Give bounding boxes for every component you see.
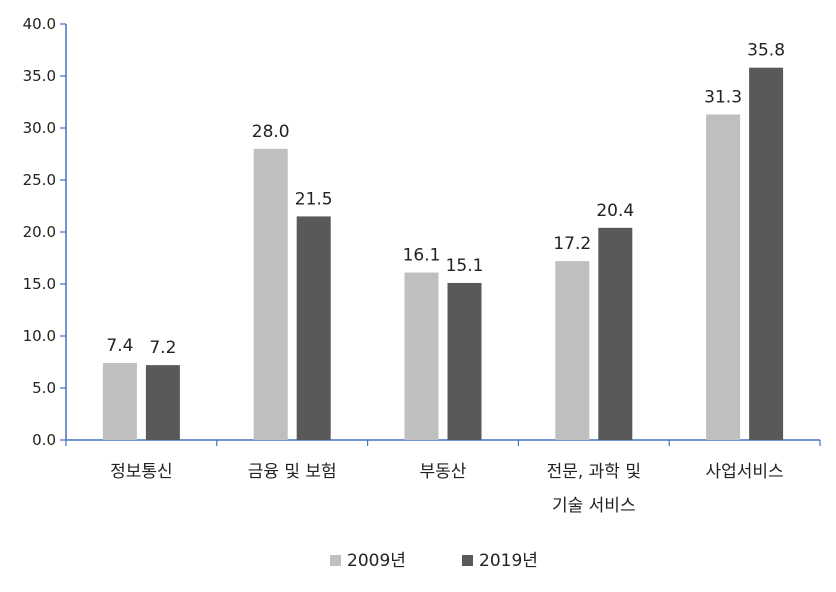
- bar: [706, 114, 741, 440]
- y-tick-label: 25.0: [23, 171, 56, 189]
- x-tick-label: 전문, 과학 및 기술 서비스: [547, 462, 641, 516]
- data-labels: 7.4 7.2 28.0 21.5 16.115.1 17.220.4 31.3 35.8: [106, 41, 785, 358]
- bar: [102, 363, 137, 440]
- data-label: 21.5: [295, 189, 333, 209]
- x-tick-label: 정보통신: [110, 462, 173, 482]
- y-tick-label: 0.0: [32, 431, 56, 449]
- bars: [102, 67, 784, 441]
- legend: 2009년 2019년: [330, 551, 538, 571]
- data-label: 7.2: [149, 338, 176, 358]
- y-tick-label: 15.0: [23, 275, 56, 293]
- bar: [555, 261, 590, 440]
- legend-label: 2019년: [479, 551, 538, 571]
- axes: 0.0 5.0 10.0 15.0 20.0 25.0 30.0 35.0 40.0 정보통신 금융…: [23, 15, 821, 516]
- data-label: 20.4: [596, 201, 634, 221]
- data-label: 15.1: [446, 256, 484, 276]
- legend-swatch: [330, 555, 341, 566]
- bar: [253, 148, 288, 441]
- bar: [404, 272, 439, 440]
- y-tick-label: 5.0: [32, 379, 56, 397]
- data-label: 35.8: [747, 41, 785, 61]
- legend-label: 2009년: [347, 551, 406, 571]
- data-label: 31.3: [704, 87, 742, 107]
- data-label: 16.1: [403, 246, 441, 266]
- data-label: 17.2: [553, 234, 591, 254]
- y-tick-label: 20.0: [23, 223, 56, 241]
- bar: [447, 282, 482, 440]
- y-tick-label: 40.0: [23, 15, 56, 33]
- legend-swatch: [462, 555, 473, 566]
- x-tick-label: 부동산: [420, 462, 467, 482]
- y-tick-label: 30.0: [23, 119, 56, 137]
- data-label: 7.4: [106, 336, 133, 356]
- x-tick-label: 금융 및 보험: [248, 462, 337, 482]
- y-tick-label: 35.0: [23, 67, 56, 85]
- data-label: 28.0: [252, 122, 290, 142]
- y-tick-label: 10.0: [23, 327, 56, 345]
- x-tick-label: 사업서비스: [705, 462, 783, 482]
- bar: [598, 227, 633, 440]
- bar: [145, 365, 180, 440]
- bar: [749, 67, 784, 441]
- bar: [296, 216, 331, 440]
